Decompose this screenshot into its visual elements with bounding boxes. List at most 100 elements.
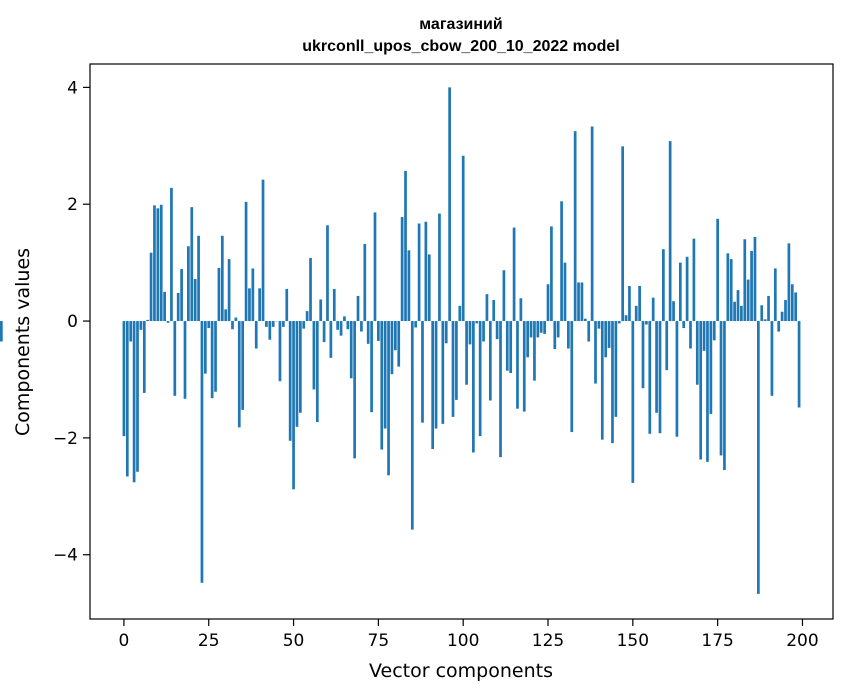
bar-77	[383, 321, 387, 429]
bar-16	[176, 293, 180, 322]
bar-132	[570, 321, 574, 433]
bar-197	[790, 284, 794, 322]
bar-65	[343, 316, 346, 322]
bar-44	[271, 321, 275, 327]
bar-38	[251, 268, 255, 322]
bar-9	[153, 205, 156, 322]
bar-147	[621, 146, 625, 322]
bar-136	[583, 318, 587, 322]
bar-100	[461, 155, 465, 322]
bar-120	[529, 321, 533, 338]
bar-163	[675, 321, 679, 437]
bar-114	[509, 321, 513, 374]
bar-170	[699, 321, 703, 460]
bar-54	[305, 311, 309, 322]
bar-121	[533, 321, 536, 381]
bar-152	[638, 286, 641, 322]
x-tick-label: 175	[701, 631, 733, 651]
bar-172	[706, 321, 709, 462]
bar-171	[702, 321, 706, 351]
x-tick-label: 150	[617, 631, 649, 651]
bar-8	[149, 252, 153, 322]
bar-12	[163, 291, 166, 322]
bar-139	[594, 321, 597, 384]
bar-97	[451, 321, 455, 417]
bar-186	[753, 236, 757, 322]
bar-148	[624, 315, 628, 322]
x-axis-label: Vector components	[369, 660, 553, 682]
bar-1	[125, 321, 129, 477]
x-tick-label: 75	[368, 631, 390, 651]
bar-192	[773, 268, 777, 322]
bar-66	[346, 321, 350, 330]
bar-31	[227, 259, 231, 322]
bar-125	[546, 284, 550, 322]
bar-0	[122, 321, 126, 437]
bar-183	[743, 239, 747, 322]
bar-193	[777, 321, 781, 332]
bar-143	[607, 321, 611, 348]
bar-40	[258, 288, 261, 322]
bar-92	[434, 321, 438, 429]
bar-33	[234, 317, 238, 322]
bar-169	[695, 321, 699, 385]
bar-135	[580, 282, 584, 322]
bar-117	[519, 298, 523, 322]
bar-89	[424, 221, 428, 322]
bar-18	[183, 321, 187, 399]
bar-110	[495, 321, 499, 340]
bar-5	[139, 321, 143, 330]
bar-68	[353, 321, 356, 459]
bar-74	[373, 212, 377, 322]
bar-156	[651, 297, 655, 322]
bar-15	[173, 321, 177, 396]
bar-101	[465, 321, 468, 385]
bar-undefined	[0, 321, 3, 342]
bar-17	[180, 269, 183, 322]
bar-184	[746, 279, 750, 322]
bar-153	[641, 321, 645, 389]
bar-76	[380, 321, 384, 450]
bar-94	[441, 321, 445, 424]
bar-159	[662, 249, 665, 322]
x-tick-label: 0	[119, 631, 130, 651]
bar-6	[142, 321, 146, 393]
bar-162	[672, 301, 675, 322]
bar-107	[485, 294, 489, 322]
bar-86	[414, 321, 418, 328]
bar-39	[254, 321, 258, 349]
bar-142	[604, 321, 608, 358]
bar-185	[750, 250, 753, 322]
bar-7	[146, 319, 150, 322]
bar-151	[634, 305, 638, 322]
bar-130	[563, 262, 567, 322]
bar-49	[288, 321, 292, 441]
bar-4	[136, 321, 139, 472]
bar-43	[268, 321, 272, 340]
bar-123	[539, 321, 543, 333]
bar-34	[237, 321, 241, 428]
bar-36	[244, 201, 248, 322]
bar-106	[482, 321, 485, 342]
x-tick-label: 100	[447, 631, 479, 651]
bar-126	[550, 226, 553, 322]
bar-22	[197, 235, 200, 322]
bar-189	[763, 319, 767, 322]
bar-61	[329, 321, 333, 358]
bar-41	[261, 179, 265, 322]
bar-167	[689, 321, 692, 349]
bar-11	[159, 204, 163, 322]
bar-175	[716, 218, 719, 322]
bar-196	[787, 243, 791, 322]
bar-70	[360, 321, 363, 332]
bar-177	[723, 321, 726, 471]
bar-109	[492, 300, 496, 322]
y-tick-label: 0	[67, 312, 78, 332]
bar-30	[224, 309, 228, 322]
bar-108	[488, 321, 492, 401]
bar-199	[797, 321, 801, 408]
bar-52	[298, 321, 302, 413]
bar-59	[322, 321, 326, 343]
y-axis-ticks: −4 −2 0 2 4	[53, 78, 90, 566]
